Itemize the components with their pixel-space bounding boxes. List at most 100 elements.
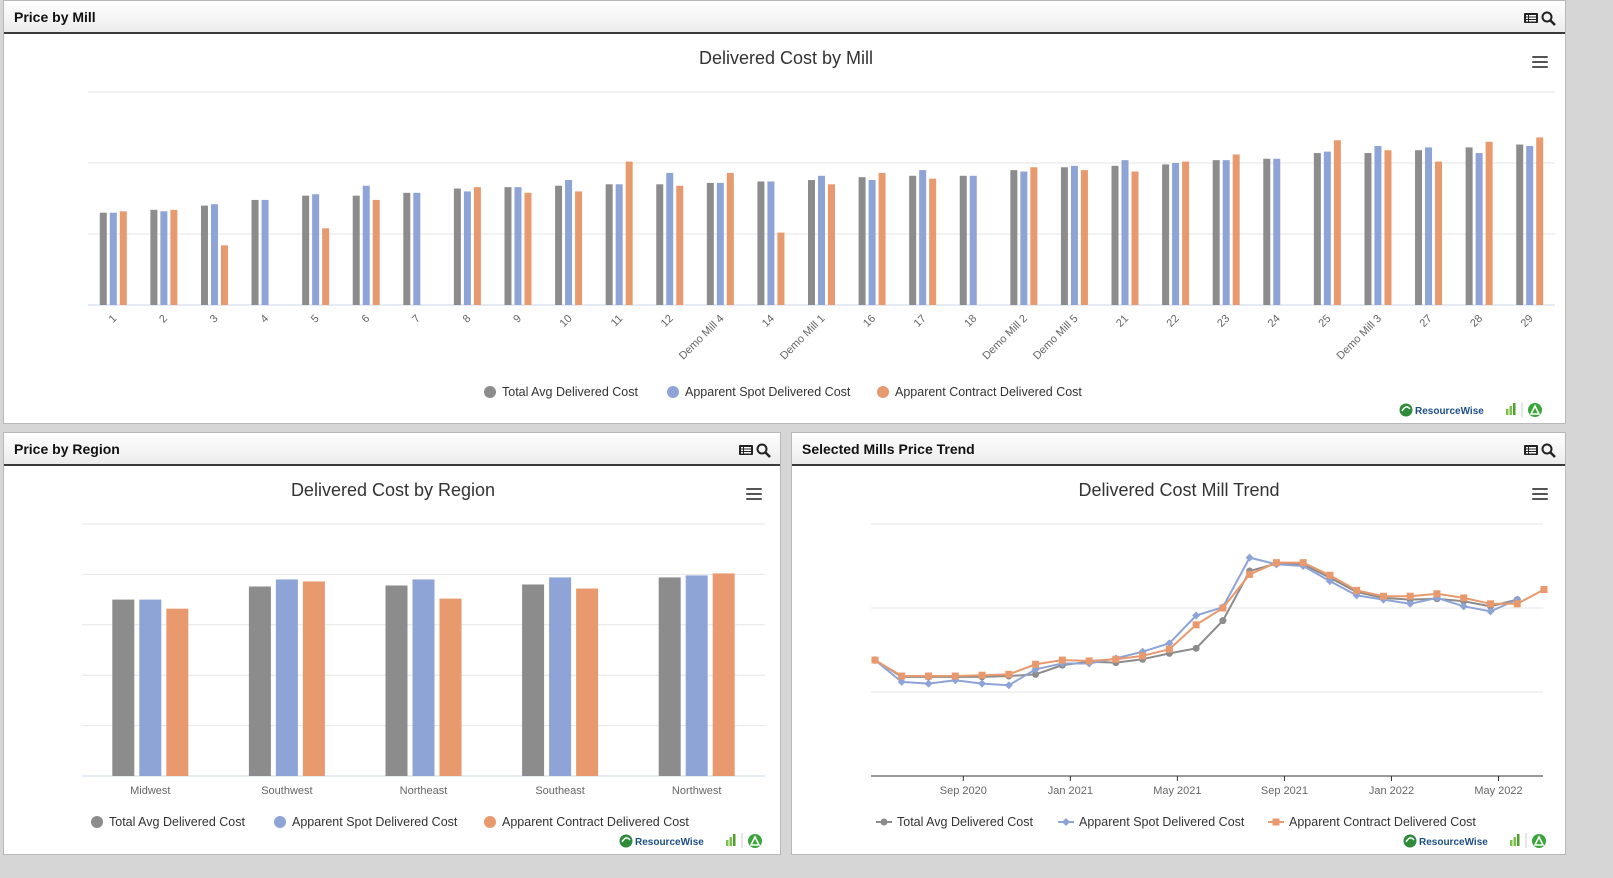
- bar: [352, 195, 360, 305]
- tick-label: 18: [962, 313, 979, 330]
- bar: [1020, 171, 1028, 305]
- data-point: [1192, 644, 1200, 652]
- data-point: [1005, 670, 1013, 678]
- zoom-icon[interactable]: [1541, 11, 1556, 26]
- bar: [1060, 167, 1068, 305]
- resourcewise-logo-icon: [1403, 834, 1417, 848]
- bar: [210, 204, 218, 305]
- tick-label: Sep 2021: [1261, 785, 1308, 797]
- data-point: [1326, 571, 1334, 579]
- chart-title: Delivered Cost Mill Trend: [1078, 480, 1279, 500]
- bar: [1323, 151, 1331, 305]
- legend-label: Apparent Spot Delivered Cost: [1079, 815, 1245, 829]
- header-icons: [738, 442, 772, 463]
- legend-label: Apparent Spot Delivered Cost: [685, 385, 851, 399]
- price-by-mill-panel: Price by Mill Delivered Cost by Mill 1 2 3 4…: [3, 0, 1566, 424]
- data-point: [1486, 607, 1495, 616]
- bar: [1131, 171, 1139, 305]
- bar: [576, 588, 599, 776]
- bar: [248, 586, 271, 776]
- data-point: [1165, 639, 1174, 648]
- list-icon[interactable]: [1524, 445, 1538, 455]
- tick-label: 9: [511, 313, 524, 326]
- tick-label: 23: [1215, 313, 1232, 330]
- tick-label: 28: [1468, 313, 1485, 330]
- tick-label: 29: [1519, 313, 1536, 330]
- tick-label: Demo Mill 2: [980, 313, 1030, 363]
- list-icon[interactable]: [739, 445, 753, 455]
- bar: [706, 182, 714, 305]
- icon-bar: [733, 834, 736, 846]
- data-point: [1219, 604, 1227, 612]
- bar: [1415, 150, 1423, 305]
- legend-marker: [484, 386, 496, 398]
- tick-label: 16: [861, 313, 878, 330]
- data-point: [1192, 611, 1201, 620]
- header-icons: [1523, 442, 1557, 463]
- bar: [1222, 160, 1230, 305]
- bar-chart-icon: [1510, 834, 1520, 846]
- tick-label: 21: [1114, 313, 1131, 330]
- data-point: [871, 656, 879, 664]
- data-point: [978, 671, 986, 679]
- bar: [312, 194, 320, 305]
- legend-label: Total Avg Delivered Cost: [109, 815, 245, 829]
- tick-label: Demo Mill 4: [677, 313, 727, 363]
- tick-label: 8: [461, 313, 474, 326]
- data-point: [978, 679, 987, 688]
- bar: [1182, 161, 1190, 305]
- bar: [575, 191, 583, 305]
- menu-icon[interactable]: [746, 488, 762, 500]
- tick-label: Demo Mill 3: [1335, 313, 1385, 363]
- tick-label: 5: [309, 313, 322, 326]
- bar: [1475, 153, 1483, 305]
- bar: [362, 185, 370, 305]
- panel-header: Price by Mill: [4, 1, 1565, 34]
- bar: [1485, 141, 1493, 305]
- bar: [1162, 164, 1170, 305]
- tick-label: Northeast: [400, 785, 448, 797]
- bar: [716, 182, 724, 305]
- bar-chart-icon: [726, 834, 736, 846]
- bar: [109, 212, 117, 305]
- legend-marker: [484, 816, 496, 828]
- triangle-badge-icon: [1528, 403, 1542, 417]
- tick-label: Midwest: [130, 785, 170, 797]
- tick-label: Jan 2022: [1369, 785, 1414, 797]
- bar: [1263, 158, 1271, 305]
- bar: [658, 577, 681, 776]
- bar: [251, 199, 259, 305]
- data-point: [1032, 670, 1040, 678]
- menu-icon[interactable]: [1532, 488, 1548, 500]
- tick-label: May 2022: [1474, 785, 1522, 797]
- bar: [757, 181, 765, 305]
- bar: [1374, 145, 1382, 305]
- zoom-icon[interactable]: [756, 443, 771, 458]
- data-point: [925, 672, 933, 680]
- tick-label: 24: [1266, 313, 1283, 330]
- icon-bar: [1510, 840, 1513, 846]
- list-icon[interactable]: [1524, 13, 1538, 23]
- badge-triangle: [1533, 835, 1545, 846]
- tick-label: 1: [107, 313, 120, 326]
- bar: [322, 228, 330, 305]
- data-point: [1513, 600, 1521, 608]
- data-point: [951, 672, 959, 680]
- data-point: [898, 672, 906, 680]
- tick-label: 11: [609, 313, 626, 330]
- legend-label: Apparent Contract Delivered Cost: [1289, 815, 1476, 829]
- bar: [150, 209, 158, 305]
- badge-triangle: [749, 835, 761, 846]
- bar: [969, 175, 977, 305]
- tick-label: 4: [258, 313, 271, 326]
- data-point: [1112, 655, 1120, 663]
- menu-icon[interactable]: [1532, 56, 1548, 68]
- triangle-badge-icon: [1532, 834, 1546, 848]
- resourcewise-logo-icon: [1399, 403, 1413, 417]
- zoom-icon[interactable]: [1541, 443, 1556, 458]
- tick-label: Northwest: [672, 785, 722, 797]
- bar: [625, 161, 633, 305]
- data-point: [1032, 660, 1040, 668]
- data-point: [1486, 600, 1494, 608]
